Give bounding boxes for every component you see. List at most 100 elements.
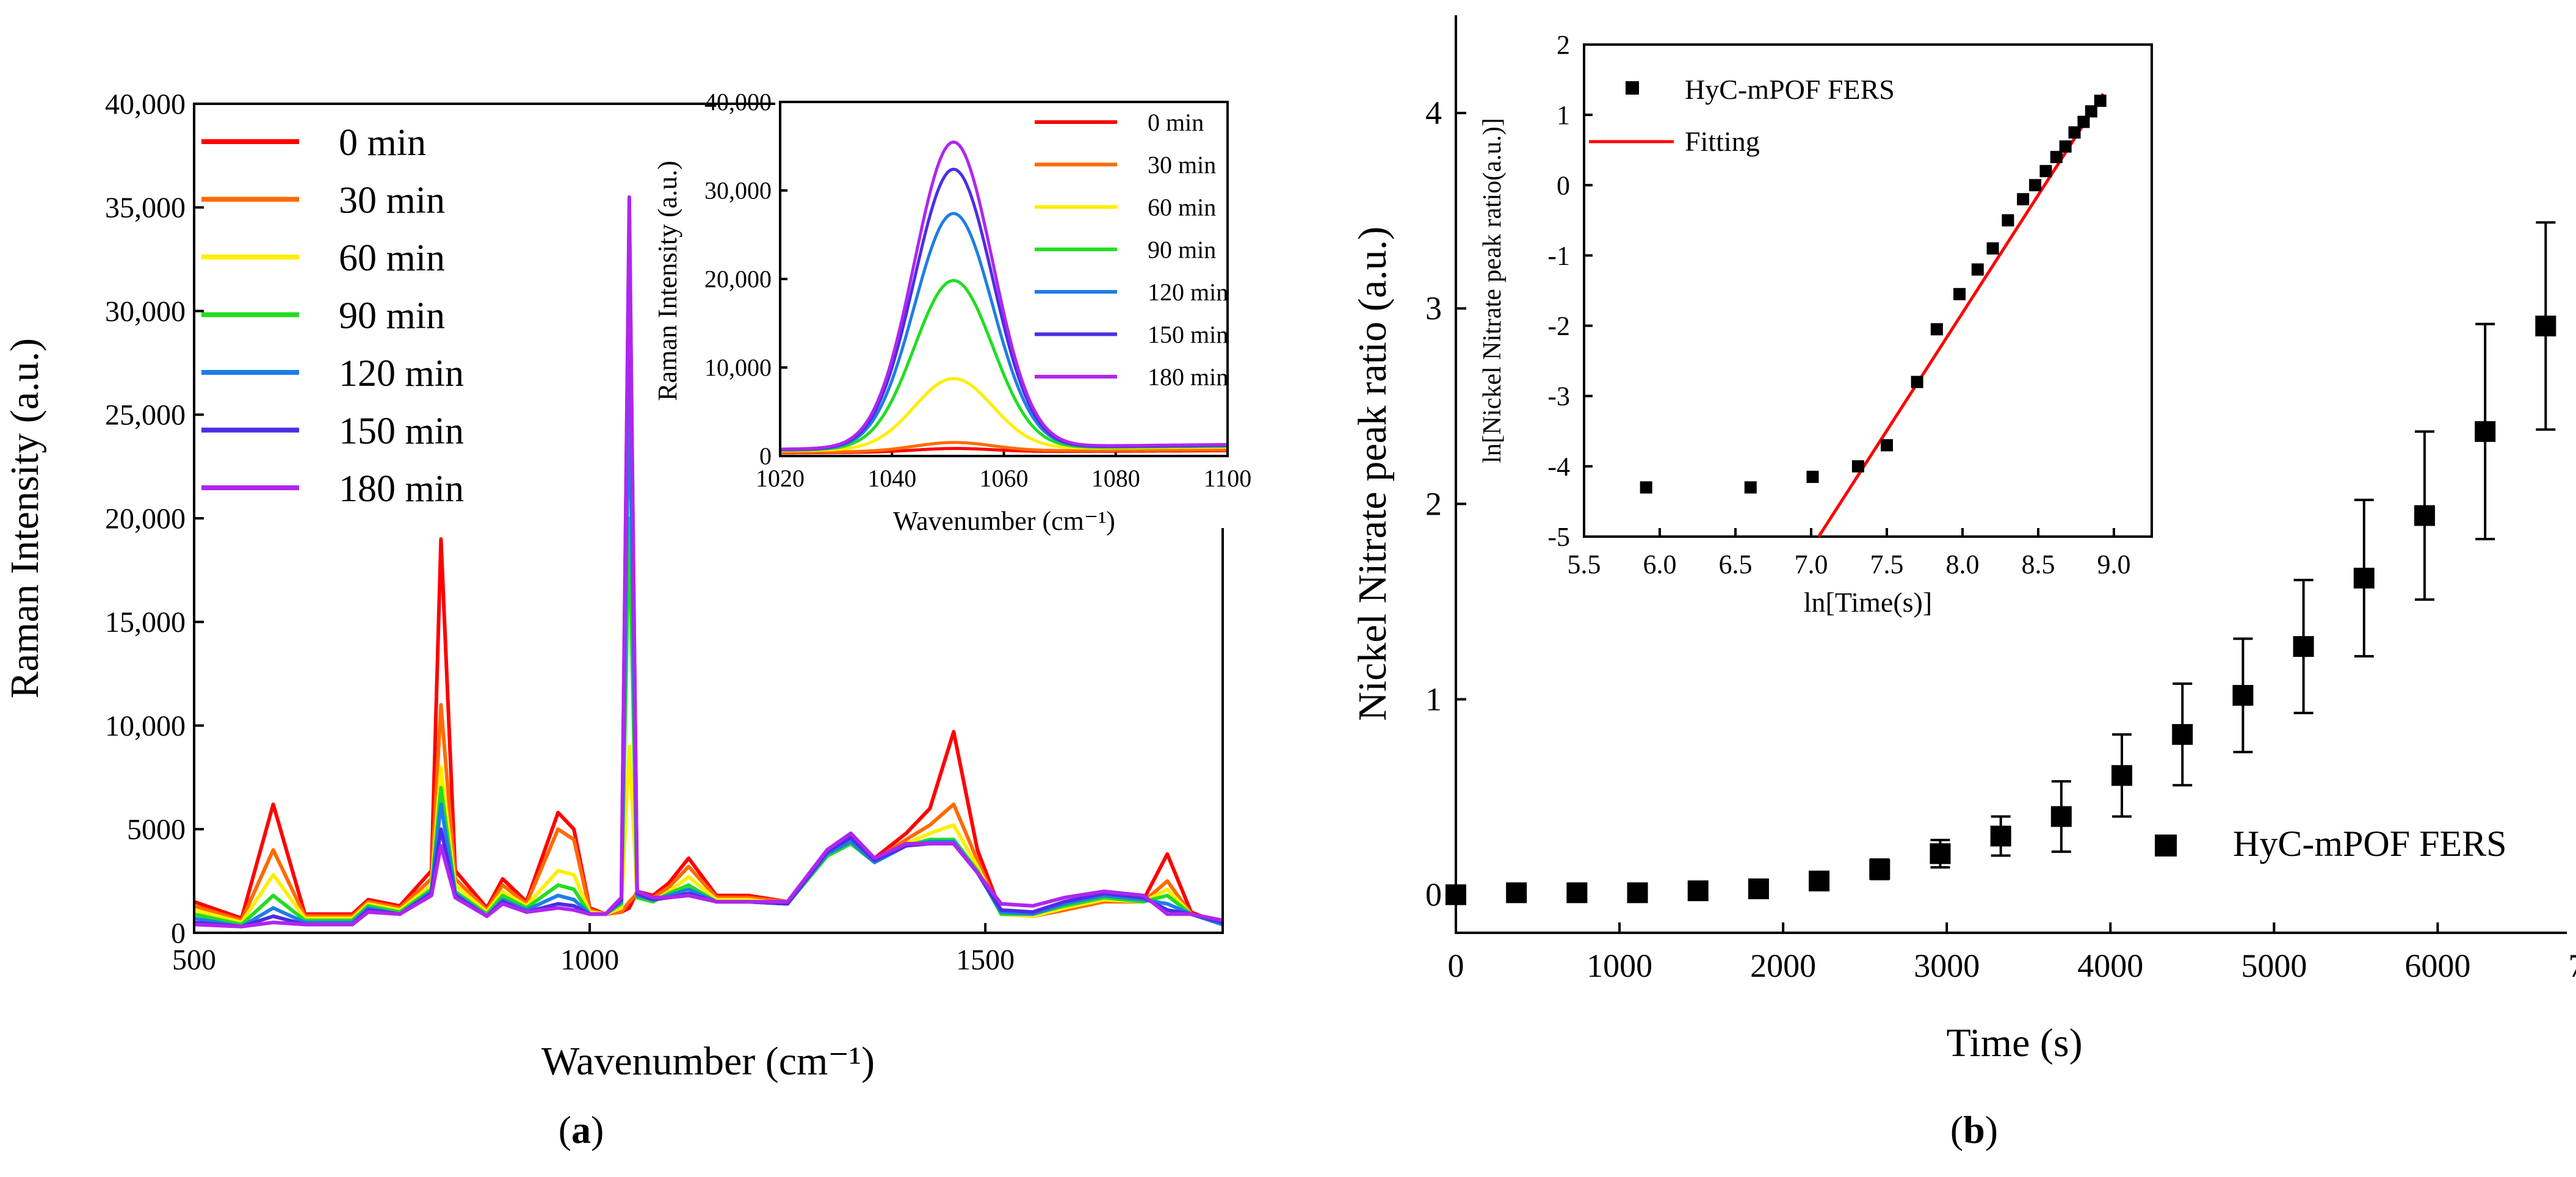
a-ytick-label: 15,000 bbox=[105, 606, 186, 639]
panel-b-axes bbox=[1455, 15, 2567, 934]
data-point bbox=[1687, 880, 1709, 902]
inset-b-ylabel: ln[Nickel Nitrate peak ratio(a.u.)] bbox=[1478, 118, 1507, 463]
data-point bbox=[1566, 882, 1588, 904]
inset-data-point bbox=[2068, 126, 2081, 139]
inset-data-point bbox=[1881, 439, 1893, 452]
data-point bbox=[1990, 825, 2011, 847]
ai-ytick-label: 30,000 bbox=[704, 177, 772, 205]
bi-xtick-label: 8.0 bbox=[1946, 549, 1980, 579]
inset-b-xlabel: ln[Time(s)] bbox=[1804, 587, 1932, 618]
inset-a-ylabel: Raman Intensity (a.u.) bbox=[653, 161, 682, 400]
a-ytick-label: 20,000 bbox=[105, 502, 186, 535]
inset-series-30-min bbox=[780, 441, 1228, 454]
panel-b: 0 1 2 3 4 0 1000 2000 3000 4000 5000 6000 7000 Nick… bbox=[1350, 15, 2576, 1065]
inset-legend-label: 0 min bbox=[1148, 109, 1204, 136]
inset-legend-label: 150 min bbox=[1148, 321, 1228, 349]
inset-b-legend-label-1: Fitting bbox=[1685, 126, 1760, 157]
inset-data-point bbox=[1971, 263, 1984, 276]
legend-label: 30 min bbox=[339, 180, 445, 222]
inset-legend-label: 180 min bbox=[1148, 363, 1228, 391]
ai-ytick-label: 10,000 bbox=[704, 354, 772, 382]
bi-ytick-label: -5 bbox=[1547, 522, 1570, 552]
legend-label: 150 min bbox=[339, 411, 464, 452]
inset-data-point bbox=[2029, 179, 2042, 192]
b-xtick-label: 4000 bbox=[2077, 947, 2143, 984]
bi-ytick-label: -2 bbox=[1547, 311, 1570, 341]
data-point bbox=[2050, 806, 2072, 827]
a-ytick-label: 30,000 bbox=[105, 295, 186, 328]
fit-line bbox=[1817, 93, 2105, 538]
legend-label: 180 min bbox=[339, 468, 464, 510]
a-xtick-label: 500 bbox=[172, 944, 216, 976]
panel-b-legend-marker bbox=[2155, 835, 2177, 856]
inset-data-point bbox=[1911, 375, 1923, 388]
inset-b-frame bbox=[1583, 43, 2153, 538]
inset-a-series bbox=[780, 140, 1228, 455]
bi-ytick-label: -4 bbox=[1547, 452, 1570, 482]
data-point bbox=[1445, 884, 1466, 905]
panel-a-series bbox=[194, 195, 1224, 929]
panel-a-ylabel: Raman Intensity (a.u.) bbox=[2, 338, 47, 698]
a-ytick-label: 5000 bbox=[127, 814, 186, 846]
b-xtick-label: 2000 bbox=[1750, 947, 1816, 984]
inset-data-point bbox=[2094, 95, 2107, 107]
inset-series-180-min bbox=[780, 140, 1228, 451]
panel-b-inset: -5 -4 -3 -2 -1 0 1 2 5.5 6.0 6.5 7.0 7.5 8.0 8.5 9.0 l… bbox=[1478, 30, 2153, 618]
inset-a-frame bbox=[779, 101, 1229, 457]
panel-a: 0500010,00015,00020,00025,00030,00035,00… bbox=[2, 88, 1224, 1084]
b-ytick-label: 4 bbox=[1425, 95, 1442, 131]
caption-b: (b) bbox=[1950, 1108, 1998, 1151]
ai-ytick-label: 0 bbox=[759, 443, 772, 470]
data-point bbox=[2353, 567, 2375, 588]
ai-xtick-label: 1100 bbox=[1204, 465, 1252, 492]
inset-data-point bbox=[1851, 460, 1864, 473]
bi-xtick-label: 7.5 bbox=[1870, 549, 1904, 579]
inset-data-point bbox=[2002, 214, 2014, 226]
data-point bbox=[1748, 878, 1769, 899]
inset-b-points bbox=[1640, 93, 2107, 538]
data-point bbox=[2414, 505, 2435, 526]
inset-legend-label: 30 min bbox=[1148, 151, 1216, 179]
bi-xtick-label: 5.5 bbox=[1568, 549, 1601, 579]
series-line-90-min bbox=[194, 516, 1223, 927]
data-point bbox=[1930, 843, 1951, 864]
data-point bbox=[2535, 316, 2556, 337]
a-ytick-label: 35,000 bbox=[105, 192, 186, 224]
bi-xtick-label: 9.0 bbox=[2097, 549, 2131, 579]
inset-legend-label: 120 min bbox=[1148, 278, 1228, 306]
panel-b-yticks: 0 1 2 3 4 bbox=[1425, 95, 1466, 913]
inset-data-point bbox=[1953, 288, 1966, 300]
inset-a-yticks: 0 10,000 20,000 30,000 40,000 bbox=[704, 89, 787, 470]
inset-data-point bbox=[2039, 165, 2052, 178]
legend-label: 120 min bbox=[339, 353, 464, 394]
inset-a-legend: 0 min 30 min 60 min 90 min 120 min 150 min 180… bbox=[1035, 109, 1228, 391]
a-ytick-label: 25,000 bbox=[105, 399, 186, 432]
bi-ytick-label: 0 bbox=[1557, 170, 1570, 200]
b-xtick-label: 0 bbox=[1448, 947, 1464, 984]
series-line-180-min bbox=[194, 195, 1223, 929]
bi-xtick-label: 6.0 bbox=[1643, 549, 1677, 579]
bi-ytick-label: 1 bbox=[1557, 100, 1570, 130]
inset-data-point bbox=[1640, 481, 1652, 494]
b-ytick-label: 0 bbox=[1425, 877, 1442, 913]
panel-a-legend: 0 min 30 min 60 min 90 min 120 min 150 min 180… bbox=[201, 122, 464, 510]
inset-data-point bbox=[2050, 151, 2063, 164]
ai-xtick-label: 1080 bbox=[1091, 465, 1140, 492]
panel-b-legend-label: HyC-mPOF FERS bbox=[2233, 824, 2506, 864]
ai-xtick-label: 1020 bbox=[756, 465, 805, 492]
b-xtick-label: 1000 bbox=[1586, 947, 1652, 984]
inset-legend-label: 60 min bbox=[1148, 194, 1216, 221]
ai-ytick-label: 40,000 bbox=[704, 89, 772, 116]
b-ytick-label: 3 bbox=[1425, 290, 1442, 327]
a-ytick-label: 40,000 bbox=[105, 88, 186, 120]
inset-b-yticks: -5 -4 -3 -2 -1 0 1 2 bbox=[1547, 30, 1593, 552]
series-line-0-min bbox=[194, 537, 1224, 927]
bi-xtick-label: 7.0 bbox=[1795, 549, 1828, 579]
inset-data-point bbox=[1806, 471, 1819, 483]
inset-b-legend-marker bbox=[1626, 81, 1639, 95]
a-ytick-label: 0 bbox=[171, 917, 186, 949]
inset-a-xticks: 1020 1040 1060 1080 1100 bbox=[756, 449, 1251, 492]
bi-xtick-label: 8.5 bbox=[2022, 549, 2055, 579]
panel-b-points bbox=[1445, 221, 2556, 905]
